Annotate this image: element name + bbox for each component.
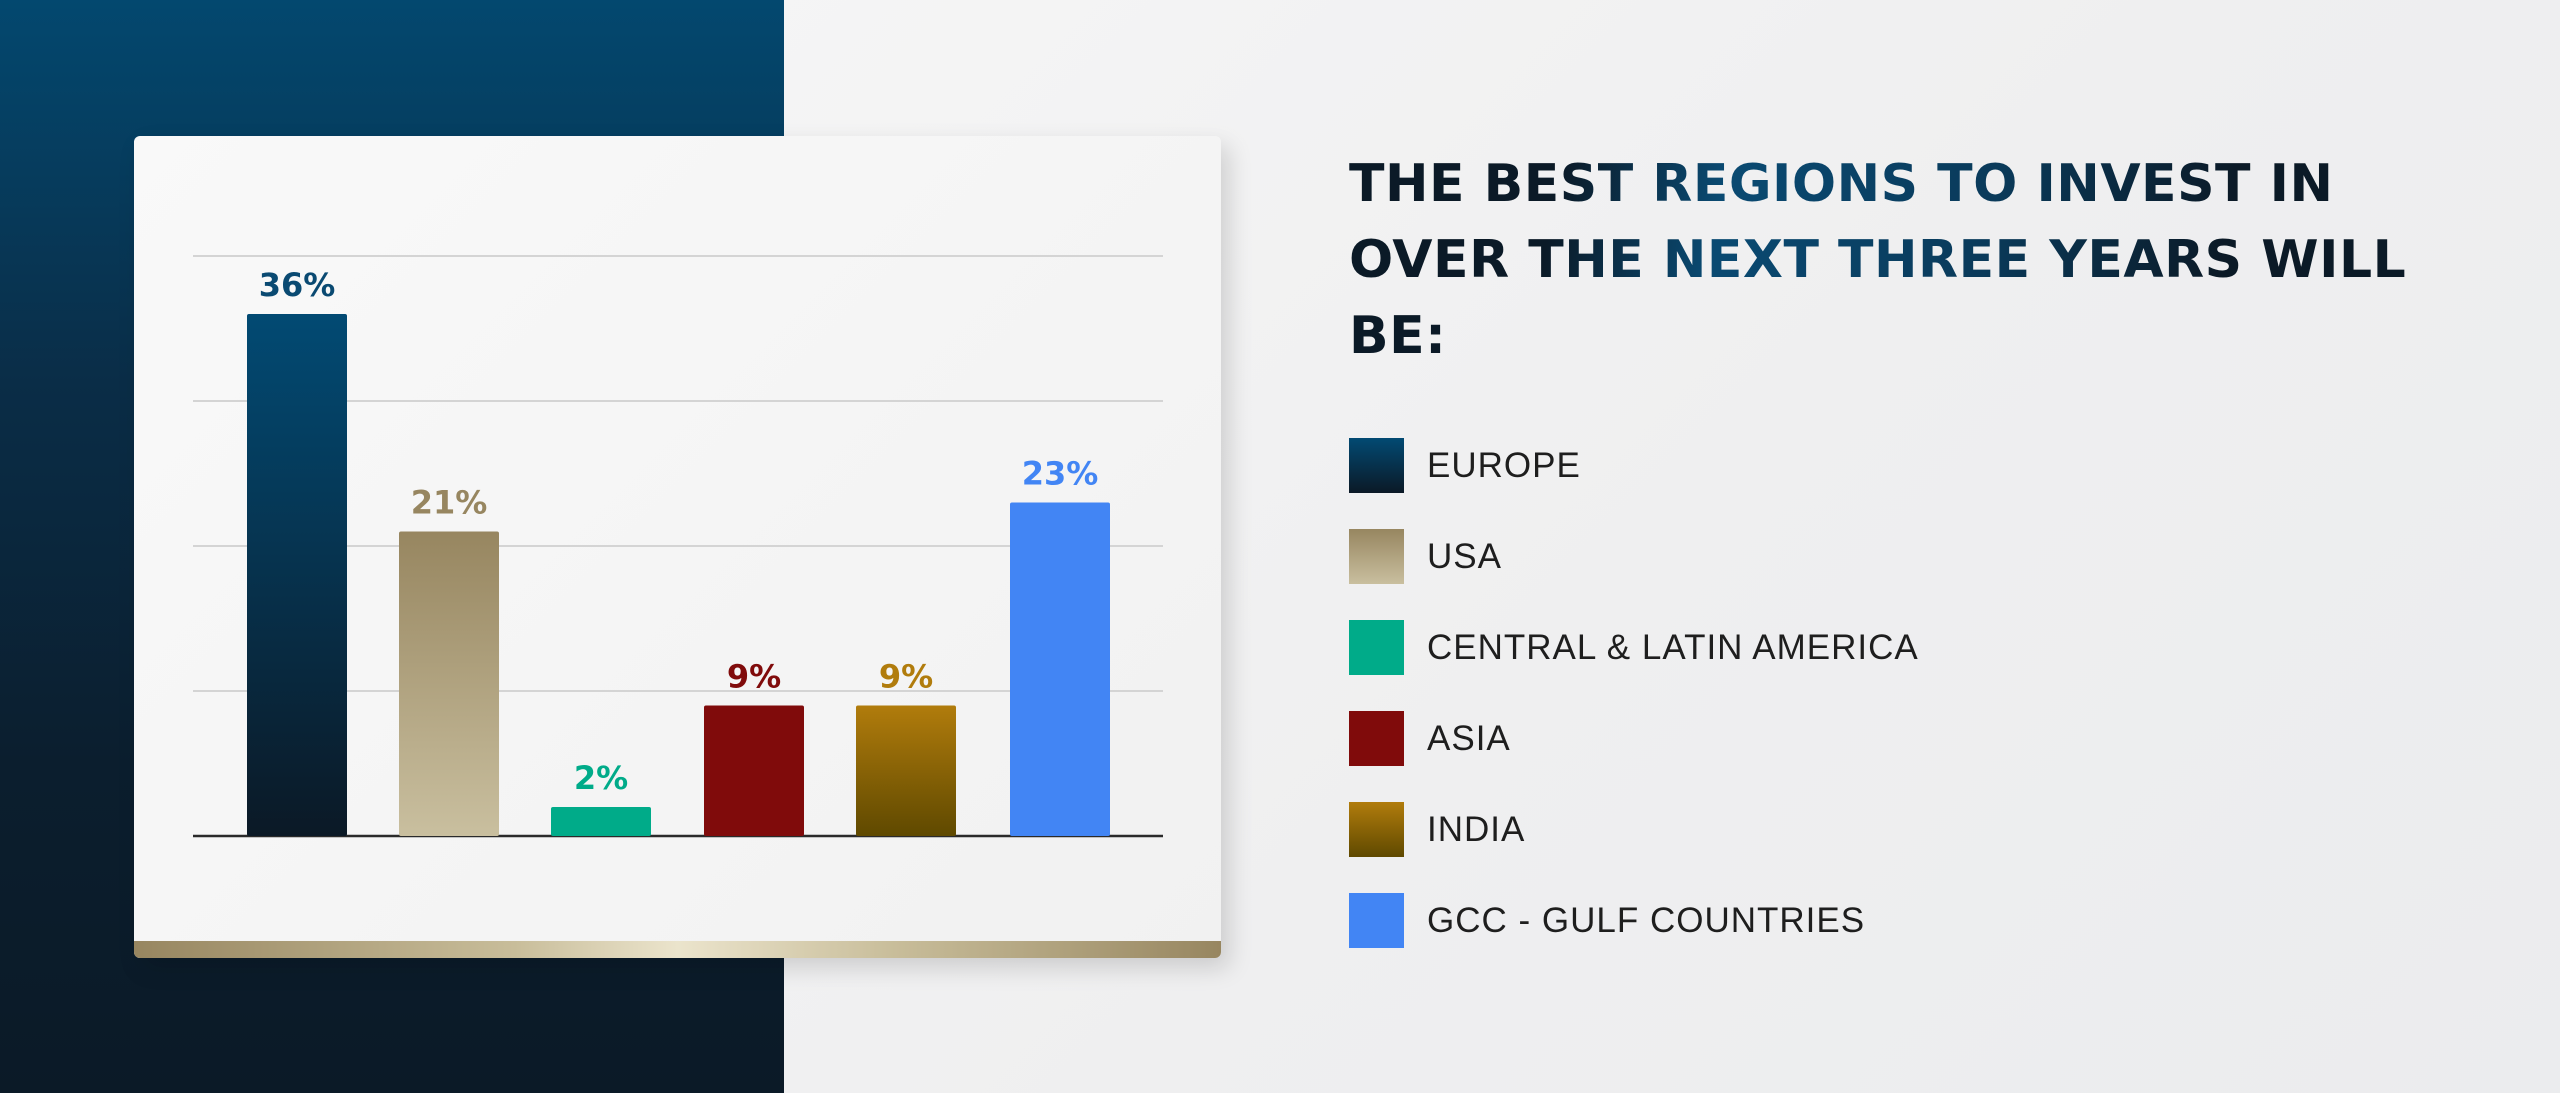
- chart-card: 36% 21% 2% 9% 9% 23%: [134, 136, 1221, 958]
- legend-swatch: [1349, 802, 1404, 857]
- legend-label: USA: [1427, 536, 1502, 576]
- legend-item: CENTRAL & LATIN AMERICA: [1349, 620, 1919, 675]
- legend-item: EUROPE: [1349, 438, 1919, 493]
- bar-usa: [399, 531, 499, 836]
- legend-item: ASIA: [1349, 711, 1919, 766]
- legend-label: GCC - GULF COUNTRIES: [1427, 900, 1866, 940]
- bar-chart: 36% 21% 2% 9% 9% 23%: [193, 255, 1163, 838]
- data-label: 23%: [1022, 455, 1099, 493]
- page-title: THE BEST REGIONS TO INVEST IN OVER THE N…: [1349, 146, 2499, 374]
- data-label: 2%: [574, 759, 628, 797]
- bar-gcc-gulf-countries: [1010, 502, 1110, 836]
- bar-europe: [247, 314, 347, 836]
- legend-item: USA: [1349, 529, 1919, 584]
- data-label: 9%: [727, 658, 781, 696]
- legend-item: GCC - GULF COUNTRIES: [1349, 893, 1919, 948]
- data-label: 9%: [879, 658, 933, 696]
- gold-accent-bar: [134, 941, 1221, 958]
- data-label: 21%: [411, 484, 488, 522]
- legend-swatch: [1349, 438, 1404, 493]
- legend-swatch: [1349, 711, 1404, 766]
- legend-label: EUROPE: [1427, 445, 1581, 485]
- legend-item: INDIA: [1349, 802, 1919, 857]
- legend-label: ASIA: [1427, 718, 1511, 758]
- chart-legend: EUROPE USA CENTRAL & LATIN AMERICA ASIA INDI…: [1349, 438, 1919, 984]
- legend-swatch: [1349, 529, 1404, 584]
- legend-label: INDIA: [1427, 809, 1526, 849]
- legend-label: CENTRAL & LATIN AMERICA: [1427, 627, 1919, 667]
- data-label: 36%: [259, 266, 336, 304]
- legend-swatch: [1349, 620, 1404, 675]
- bar-central-latin-america: [551, 807, 651, 836]
- legend-swatch: [1349, 893, 1404, 948]
- bar-asia: [704, 705, 804, 836]
- bar-india: [856, 705, 956, 836]
